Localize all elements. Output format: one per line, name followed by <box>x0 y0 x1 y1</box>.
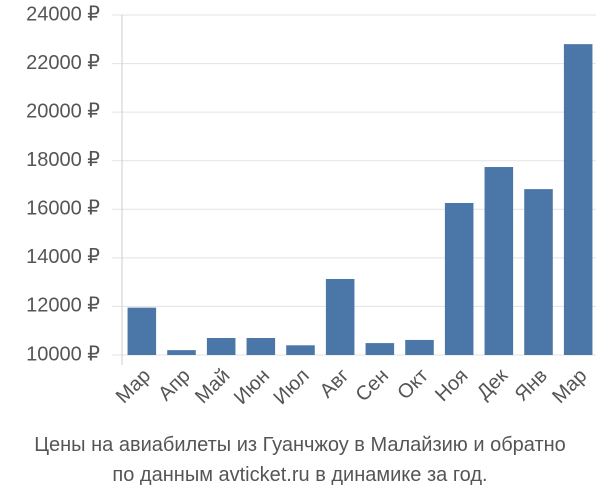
x-tick-label: Авг <box>316 365 354 403</box>
x-tick-label: Янв <box>511 365 552 406</box>
title-line: Цены на авиабилеты из Гуанчжоу в Малайзи… <box>34 434 566 456</box>
chart-title: Цены на авиабилеты из Гуанчжоу в Малайзи… <box>0 430 600 490</box>
bar <box>325 278 355 355</box>
bar <box>484 167 514 355</box>
x-tick-label: Окт <box>393 365 432 404</box>
title-line: по данным avticket.ru в динамике за год. <box>112 464 488 486</box>
bar <box>524 189 553 355</box>
y-tick-label: 22000 ₽ <box>26 52 100 74</box>
bar <box>206 338 236 355</box>
bar <box>405 339 434 355</box>
x-tick-label: Мар <box>548 365 591 408</box>
x-tick-label: Дек <box>473 365 512 404</box>
bar <box>127 307 157 355</box>
x-tick-label: Июл <box>269 365 313 409</box>
bar <box>286 345 315 355</box>
y-tick-label: 16000 ₽ <box>26 198 100 220</box>
bar <box>246 338 276 355</box>
y-tick-label: 18000 ₽ <box>26 149 100 171</box>
bar <box>563 44 593 356</box>
y-tick-label: 14000 ₽ <box>26 246 100 268</box>
bar <box>167 350 196 355</box>
y-tick-label: 20000 ₽ <box>26 100 100 122</box>
x-tick-label: Ноя <box>431 365 472 406</box>
bar <box>365 343 395 355</box>
x-tick-label: Сен <box>352 365 393 406</box>
x-tick-label: Июн <box>230 365 274 409</box>
x-tick-label: Мар <box>112 365 155 408</box>
bar <box>444 202 474 355</box>
x-tick-label: Май <box>191 365 234 408</box>
y-tick-label: 12000 ₽ <box>26 295 100 317</box>
x-tick-label: Апр <box>154 365 195 406</box>
chart: 10000 ₽ 12000 ₽ 14000 ₽ 16000 ₽ 18000 ₽ 20000… <box>26 3 596 409</box>
y-tick-label: 10000 ₽ <box>26 343 100 365</box>
y-tick-label: 24000 ₽ <box>26 3 100 25</box>
